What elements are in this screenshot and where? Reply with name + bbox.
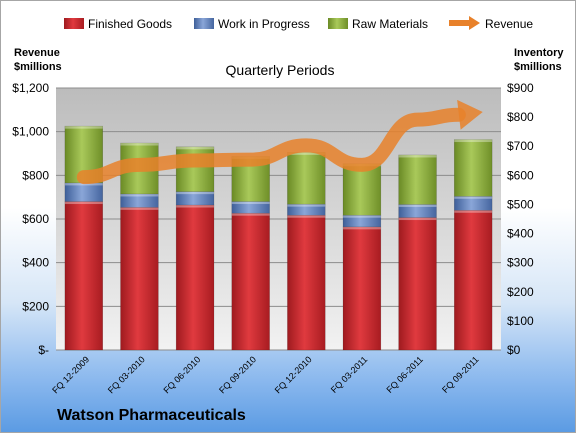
bar-cap: [231, 213, 270, 216]
right-tick-label: $800: [507, 110, 534, 124]
left-axis-label-line1: Revenue: [14, 47, 60, 59]
bar-finished-goods: [120, 207, 159, 351]
legend-label-raw-materials: Raw Materials: [352, 17, 428, 31]
bar-cap: [454, 210, 493, 213]
right-tick-label: $300: [507, 256, 534, 270]
bar-cap: [120, 193, 159, 197]
bar-cap: [287, 152, 326, 155]
legend-arrowhead-revenue: [469, 16, 480, 30]
bar-raw-materials: [398, 154, 437, 205]
bar-raw-materials: [454, 139, 493, 197]
bar-cap: [176, 191, 214, 195]
revenue-arrowhead: [457, 99, 483, 130]
bar-cap: [398, 204, 437, 207]
bar-cap: [64, 182, 103, 186]
right-ticks: $0 $100 $200 $300 $400 $500 $600 $700 $800 $900: [507, 81, 534, 357]
revenue-line-path: [76, 107, 466, 185]
legend-label-finished-goods: Finished Goods: [88, 17, 172, 31]
bar-cap: [287, 204, 326, 207]
bar-finished-goods: [175, 204, 215, 351]
right-tick-label: $200: [507, 285, 534, 299]
legend-swatch-raw-materials: [328, 18, 348, 29]
bar-cap: [343, 226, 381, 230]
bar-finished-goods: [454, 210, 493, 351]
bar-cap: [287, 215, 326, 218]
left-tick-label: $400: [22, 256, 49, 270]
x-ticks: FQ 12-2009 FQ 03-2010 FQ 06-2010 FQ 09-2010…: [50, 354, 480, 395]
bar-cap: [454, 139, 493, 143]
x-tick-label: FQ 09-2011: [440, 354, 481, 395]
bar-cap: [64, 126, 103, 129]
legend-swatch-finished-goods: [64, 18, 84, 29]
x-tick-label: FQ 09-2010: [217, 354, 258, 395]
bar-finished-goods: [398, 217, 437, 351]
left-tick-label: $600: [22, 212, 49, 226]
left-tick-label: $200: [22, 299, 49, 313]
bars: [64, 125, 493, 351]
x-tick-label: FQ 03-2010: [106, 354, 147, 395]
left-tick-label: $-: [38, 343, 49, 357]
right-tick-label: $900: [507, 81, 534, 95]
chart-title: Quarterly Periods: [226, 62, 335, 78]
left-tick-label: $800: [22, 168, 49, 182]
bar-cap: [398, 217, 437, 221]
bar-cap: [176, 205, 214, 208]
bar-cap: [120, 143, 159, 146]
legend-swatch-work-in-progress: [194, 18, 214, 29]
bar-work-in-progress: [342, 214, 382, 228]
x-tick-label: FQ 06-2011: [384, 354, 425, 395]
bar-cap: [120, 207, 159, 210]
company-name: Watson Pharmaceuticals: [57, 407, 246, 424]
left-tick-label: $1,000: [12, 125, 49, 139]
legend: Finished Goods Work in Progress Raw Mate…: [64, 16, 533, 31]
right-tick-label: $0: [507, 343, 521, 357]
left-tick-label: $1,200: [12, 81, 49, 95]
right-tick-label: $600: [507, 168, 534, 182]
bar-raw-materials: [287, 152, 326, 205]
bar-finished-goods: [287, 214, 326, 351]
bar-cap: [398, 154, 437, 158]
bar-cap: [454, 196, 493, 199]
right-tick-label: $400: [507, 227, 534, 241]
left-axis-label-line2: $millions: [14, 61, 62, 73]
right-tick-label: $100: [507, 314, 534, 328]
bar-cap: [231, 201, 270, 205]
bar-finished-goods: [342, 226, 382, 351]
bar-cap: [64, 201, 103, 205]
bar-finished-goods: [64, 201, 103, 351]
right-axis-label-line2: $millions: [514, 61, 562, 73]
bar-cap: [176, 146, 214, 150]
right-axis-label-line1: Inventory: [514, 47, 564, 59]
bar-raw-materials: [342, 163, 382, 216]
right-tick-label: $700: [507, 139, 534, 153]
bar-work-in-progress: [64, 182, 103, 202]
x-tick-label: FQ 06-2010: [161, 354, 202, 395]
x-tick-label: FQ 12-2009: [50, 354, 91, 395]
bar-finished-goods: [231, 212, 270, 351]
left-ticks: $- $200 $400 $600 $800 $1,000 $1,200: [12, 81, 49, 357]
bar-cap: [343, 215, 381, 218]
revenue-line: [76, 99, 483, 185]
legend-label-work-in-progress: Work in Progress: [218, 17, 310, 31]
x-tick-label: FQ 12-2010: [273, 354, 314, 395]
right-tick-label: $500: [507, 197, 534, 211]
legend-label-revenue: Revenue: [485, 17, 533, 31]
x-tick-label: FQ 03-2011: [329, 354, 370, 395]
